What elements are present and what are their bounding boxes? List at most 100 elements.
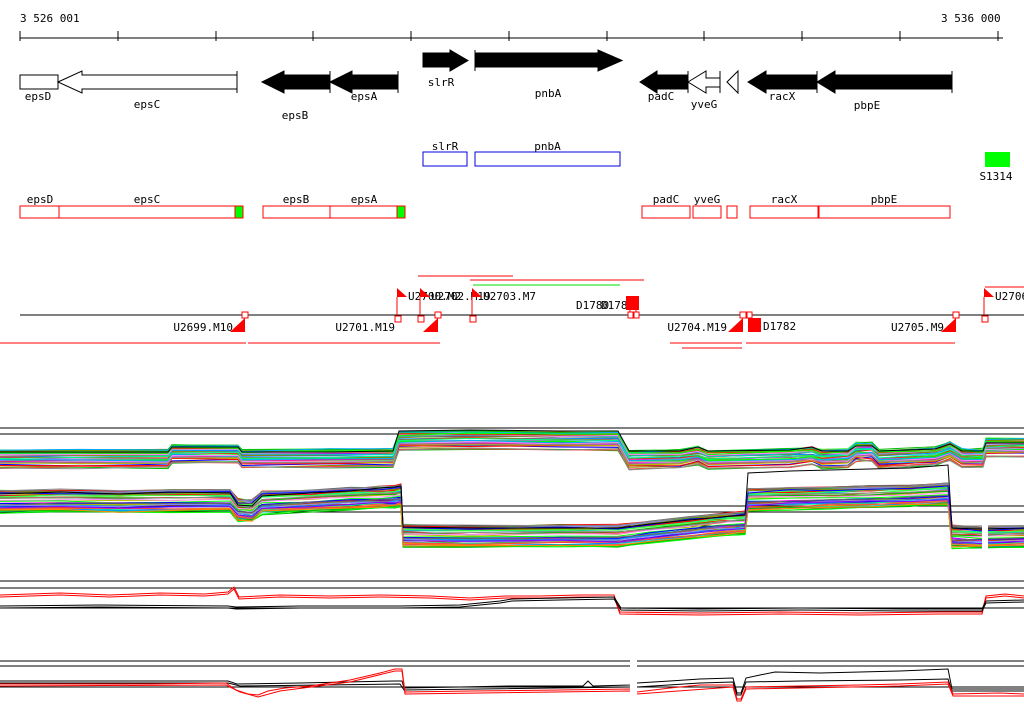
probe-flag-U2705.M9[interactable]: U2705.M9 <box>891 311 960 334</box>
annotation-box-small[interactable] <box>396 205 406 219</box>
bundle-signal-line <box>0 489 1024 535</box>
gene-arrow-slrR[interactable] <box>422 49 469 72</box>
bundle-signal-line <box>0 482 1024 527</box>
flag-base-square <box>627 311 634 319</box>
probe-marker-box <box>626 296 639 310</box>
signal-outline-line <box>0 588 1024 616</box>
signal-track-3 <box>0 580 1024 616</box>
signal-outline-line <box>0 668 1024 700</box>
ruler <box>19 31 1003 41</box>
annotation-box-small[interactable] <box>234 205 244 219</box>
annotation-box-pbpE[interactable] <box>818 205 951 219</box>
annotation-label-pbpE: pbpE <box>871 193 898 206</box>
flag-base-square <box>746 311 753 319</box>
flag-pennant-icon <box>230 318 245 332</box>
signal-track-4 <box>0 650 1024 705</box>
probe-flag-label: U2699.M10 <box>173 321 233 334</box>
signal-track-2 <box>0 464 1024 553</box>
probe-flag-U2699.M10[interactable]: U2699.M10 <box>173 311 249 334</box>
ruler-start-coordinate: 3 526 001 <box>20 12 80 25</box>
bundle-signal-line <box>0 443 1024 465</box>
probe-flag-D1782[interactable]: D1782 <box>746 311 796 333</box>
probe-flag-label: D1781 <box>601 299 634 312</box>
annotation-label-epsD: epsD <box>27 193 54 206</box>
gene-arrow-pnbA[interactable] <box>474 49 624 72</box>
probe-flag-label: U2705.M9 <box>891 321 944 334</box>
flag-pennant-icon <box>420 288 430 297</box>
ruler-end-coordinate: 3 536 000 <box>941 12 1001 25</box>
gene-label-epsC: epsC <box>134 98 161 111</box>
flag-base-square <box>469 315 477 323</box>
flag-pennant-icon <box>941 318 956 332</box>
annotation-box-epsD[interactable] <box>19 205 60 219</box>
bundle-signal-line <box>0 447 1024 471</box>
annotation-box-epsA[interactable] <box>329 205 398 219</box>
gene-label-yveG: yveG <box>691 98 718 111</box>
signal-outline-line <box>0 586 1024 614</box>
signal-track-1 <box>0 427 1024 471</box>
probe-flag-U2701.M19[interactable]: U2701.M19 <box>335 311 442 334</box>
bundle-signal-line <box>0 438 1024 460</box>
annotation-label-padC: padC <box>653 193 680 206</box>
gene-label-slrR: slrR <box>428 76 455 89</box>
probe-flag-label: U2701.M19 <box>335 321 395 334</box>
gene-label-pbpE: pbpE <box>854 99 881 112</box>
bundle-signal-line <box>0 435 1024 457</box>
flag-base-square <box>394 315 402 323</box>
annotation-box-epsC[interactable] <box>58 205 236 219</box>
gene-arrow-epsC[interactable] <box>56 70 238 94</box>
probe-flag-U2704.M19[interactable]: U2704.M19 <box>667 311 747 334</box>
annotation-box-padC[interactable] <box>641 205 691 219</box>
transcript-label-slrR: slrR <box>432 140 459 153</box>
flag-base-square <box>434 311 442 319</box>
segment-box-S1314[interactable] <box>985 152 1010 167</box>
annotation-box-small[interactable] <box>726 205 738 219</box>
probe-flag-label: U2703.M7 <box>483 290 536 303</box>
flag-base-square <box>739 311 747 319</box>
signal-outline-line <box>0 464 1024 530</box>
gene-label-racX: racX <box>769 90 796 103</box>
blue-transcript-row: slrR pnbA S1314 <box>422 140 1013 183</box>
bundle-signal-line <box>0 499 1024 545</box>
bundle-signal-line <box>0 440 1024 463</box>
flag-base-square <box>417 315 425 323</box>
transcript-label-pnbA: pnbA <box>534 140 561 153</box>
annotation-box-yveG[interactable] <box>692 205 722 219</box>
gene-label-epsA: epsA <box>351 90 378 103</box>
bundle-signal-line <box>0 439 1024 463</box>
flag-pennant-icon <box>728 318 743 332</box>
annotation-box-racX[interactable] <box>749 205 819 219</box>
probe-flag-panel: U2700.M2U2702.M19U2703.M7U2706D1780D1781… <box>0 275 1024 349</box>
gene-arrow-pbpE[interactable] <box>816 70 953 94</box>
probe-flag-label: D1782 <box>763 320 796 333</box>
signal-outline-line <box>0 598 1024 612</box>
gene-label-epsB: epsB <box>282 109 309 122</box>
annotation-box-epsB[interactable] <box>262 205 331 219</box>
gene-arrow-unnamed[interactable] <box>726 69 739 95</box>
probe-flag-U2706[interactable]: U2706 <box>981 288 1024 323</box>
signal-outline-line <box>0 596 1024 610</box>
annotation-label-epsB: epsB <box>283 193 310 206</box>
gene-arrow-epsD[interactable] <box>19 74 59 90</box>
signal-outline-line <box>0 668 1024 694</box>
probe-flag-U2703.M7[interactable]: U2703.M7 <box>469 288 536 323</box>
gene-label-epsD: epsD <box>25 90 52 103</box>
segment-label-S1314: S1314 <box>979 170 1012 183</box>
red-annotation-row: epsD epsC epsB epsA padC yveG racX pbpE <box>19 193 951 219</box>
gene-arrow-epsB[interactable] <box>260 70 331 94</box>
transcript-box-pnbA[interactable] <box>474 151 621 167</box>
probe-flag-label: U2702.M19 <box>431 290 491 303</box>
annotation-label-racX: racX <box>771 193 798 206</box>
annotation-label-yveG: yveG <box>694 193 721 206</box>
gene-arrow-yveG[interactable] <box>687 70 721 94</box>
probe-flag-label: U2704.M19 <box>667 321 727 334</box>
flag-pennant-icon <box>397 288 407 297</box>
annotation-label-epsA: epsA <box>351 193 378 206</box>
flag-pennant-icon <box>472 288 482 297</box>
bundle-signal-line <box>0 501 1024 547</box>
probe-flag-label: U2706 <box>995 290 1024 303</box>
probe-marker-box <box>748 318 761 332</box>
transcript-box-slrR[interactable] <box>422 151 468 167</box>
